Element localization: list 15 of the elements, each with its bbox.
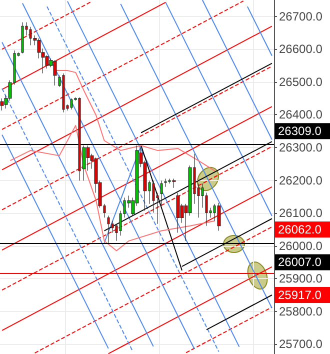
- ref-line-label: 26007.0: [278, 255, 322, 270]
- y-tick-label: 26600.0: [279, 42, 323, 56]
- text: 26062.0: [278, 222, 322, 236]
- ref-line-label: 26309.0: [278, 124, 322, 138]
- y-tick-label: 26700.0: [279, 9, 323, 24]
- y-tick-label: 25900.0: [279, 272, 323, 286]
- y-tick-label: 26300.0: [279, 140, 323, 154]
- y-tick-label: 26000.0: [279, 238, 323, 253]
- y-tick-label: 26200.0: [279, 173, 323, 188]
- y-tick-label: 26500.0: [279, 74, 323, 89]
- y-tick-label: 26400.0: [279, 108, 323, 122]
- y-tick-label: 26100.0: [279, 206, 323, 220]
- ref-line-label: 25917.0: [278, 288, 322, 302]
- y-tick-label: 25700.0: [279, 337, 323, 352]
- y-tick-label: 25800.0: [279, 304, 323, 318]
